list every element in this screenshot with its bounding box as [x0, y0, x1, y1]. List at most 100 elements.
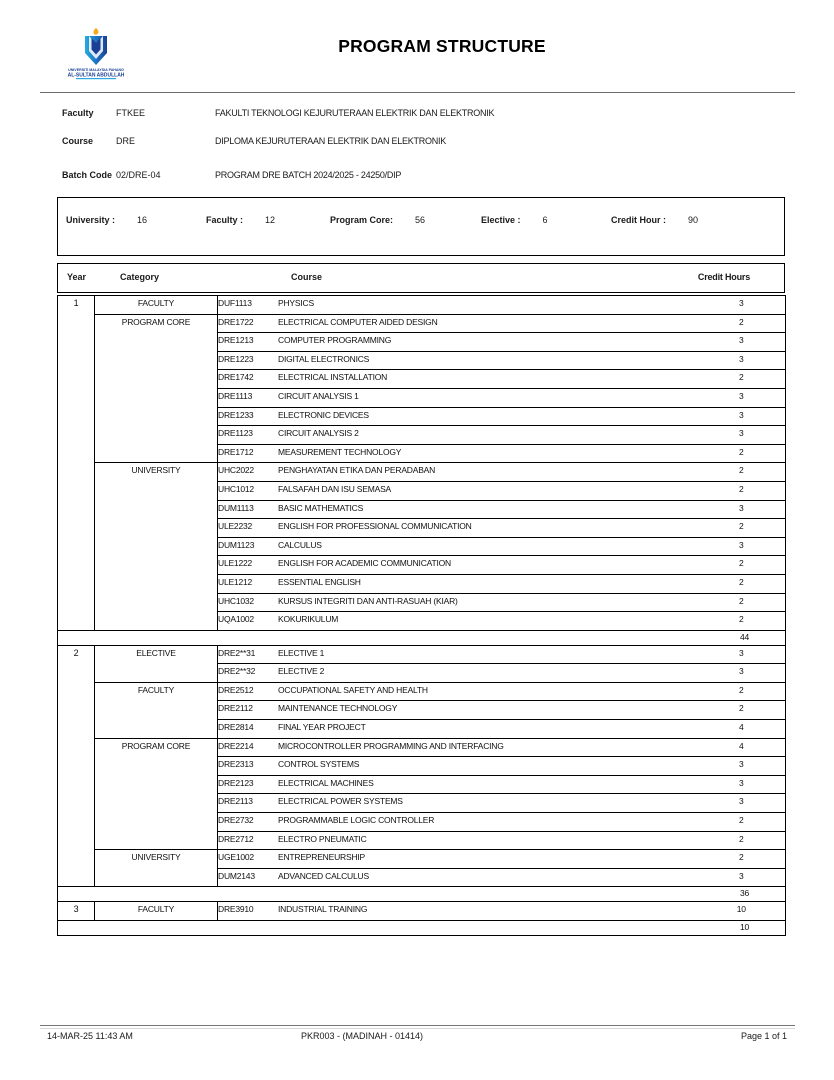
course-cell: DRE2112 MAINTENANCE TECHNOLOGY [217, 700, 698, 721]
course-cell: ULE1222 ENGLISH FOR ACADEMIC COMMUNICATIO… [217, 555, 698, 575]
info-row-batch-code: Batch Code 02/DRE-04 PROGRAM DRE BATCH 2… [0, 170, 834, 184]
credit-hours-cell: 2 [697, 700, 786, 721]
course-cell: DRE1722 ELECTRICAL COMPUTER AIDED DESIGN [217, 313, 698, 334]
year-total-credits: 44 [57, 629, 786, 646]
course-code: ULE2232 [218, 521, 253, 532]
course-cell: DRE1233 ELECTRONIC DEVICES [217, 406, 698, 427]
course-name: ENGLISH FOR ACADEMIC COMMUNICATION [278, 558, 451, 569]
course-name: ENGLISH FOR PROFESSIONAL COMMUNICATION [278, 521, 472, 532]
course-name: MICROCONTROLLER PROGRAMMING AND INTERFAC… [278, 740, 504, 751]
course-cell: DRE1113 CIRCUIT ANALYSIS 1 [217, 387, 698, 408]
course-name: MEASUREMENT TECHNOLOGY [278, 446, 402, 457]
credit-hours-cell: 3 [697, 793, 786, 814]
summary-program-core-value: 56 [415, 215, 426, 225]
credit-hours-cell: 3 [697, 867, 786, 888]
course-cell: UQA1002 KOKURIKULUM [217, 611, 698, 631]
course-row: UNIVERSITY UGE1002 ENTREPRENEURSHIP 2 [58, 849, 786, 888]
course-cell: DRE3910 INDUSTRIAL TRAINING [217, 901, 698, 921]
course-name: FINAL YEAR PROJECT [278, 722, 366, 733]
course-row: DRE2732 PROGRAMMABLE LOGIC CONTROLLER 2 [58, 812, 786, 832]
course-code: DRE2112 [218, 703, 254, 714]
course-name: PENGHAYATAN ETIKA DAN PERADABAN [278, 465, 436, 476]
summary-program-core: Program Core: 56 [330, 215, 425, 225]
header-divider [40, 92, 795, 93]
year-cell: 1 [57, 295, 95, 631]
course-code: DRE1213 [218, 335, 254, 346]
course-code: DRE2512 [218, 684, 254, 695]
credit-hours-cell: 2 [697, 849, 786, 869]
year-total-credits: 10 [57, 920, 786, 936]
summary-credit-hour-label: Credit Hour : [611, 215, 666, 225]
course-code: DRE2**31 [218, 647, 256, 658]
course-row: DRE2313 CONTROL SYSTEMS 3 [58, 756, 786, 776]
program-structure-table: 1 FACULTY DUF1113 PHYSICS 3 PROGRAM CORE DRE17… [57, 295, 786, 936]
course-name: CIRCUIT ANALYSIS 1 [278, 390, 359, 401]
course-code: DRE1113 [218, 390, 253, 401]
credit-hours-cell: 3 [697, 499, 786, 520]
credit-hours-cell: 3 [697, 406, 786, 427]
credit-hours-cell: 2 [697, 555, 786, 575]
credit-hours-cell: 2 [697, 313, 786, 334]
course-name: PROGRAMMABLE LOGIC CONTROLLER [278, 815, 435, 826]
credit-hours-cell: 3 [697, 663, 786, 683]
summary-credit-hour: Credit Hour : 90 [611, 215, 698, 225]
course-code: DRE [116, 136, 136, 146]
course-code: DRE2113 [218, 796, 254, 807]
course-code: DRE3910 [218, 904, 254, 915]
course-cell: UHC1032 KURSUS INTEGRITI DAN ANTI-RASUAH … [217, 592, 698, 613]
batch-code-description: PROGRAM DRE BATCH 2024/2025 - 24250/DIP [215, 170, 402, 180]
course-cell: UHC1012 FALSAFAH DAN ISU SEMASA [217, 480, 698, 501]
batch-code-label: Batch Code [62, 170, 113, 180]
course-code: UHC1012 [218, 483, 255, 494]
info-row-faculty: Faculty FTKEE FAKULTI TEKNOLOGI KEJURUTE… [0, 108, 834, 122]
column-header-year: Year [67, 272, 87, 282]
logo-text-line2: AL-SULTAN ABDULLAH [68, 73, 125, 79]
summary-credit-hour-value: 90 [688, 215, 699, 225]
logo-flame-icon [93, 28, 99, 35]
credit-hours-cell: 3 [697, 332, 786, 352]
course-code: UQA1002 [218, 614, 255, 625]
credit-hours-cell: 2 [697, 518, 786, 538]
category-cell: UNIVERSITY [94, 849, 218, 888]
course-code: DUM1123 [218, 539, 255, 550]
course-row: UNIVERSITY UHC2022 PENGHAYATAN ETIKA DAN P… [58, 462, 786, 631]
credit-hours-cell: 3 [697, 644, 786, 665]
course-cell: DRE2**32 ELECTIVE 2 [217, 663, 698, 683]
course-name: BASIC MATHEMATICS [278, 502, 364, 513]
credit-hours-cell: 2 [697, 573, 786, 594]
course-cell: DUF1113 PHYSICS [217, 295, 698, 315]
course-code: UHC2022 [218, 465, 255, 476]
course-cell: ULE2232 ENGLISH FOR PROFESSIONAL COMMUNIC… [217, 518, 698, 538]
course-name: ELECTRICAL INSTALLATION [278, 372, 388, 383]
course-cell: DRE2313 CONTROL SYSTEMS [217, 756, 698, 776]
category-cell: FACULTY [94, 681, 218, 739]
credit-hours-cell: 3 [697, 536, 786, 557]
course-cell: DRE2**31 ELECTIVE 1 [217, 644, 698, 665]
course-row: DRE1213 COMPUTER PROGRAMMING 3 [58, 332, 786, 352]
course-code: DRE2732 [218, 815, 254, 826]
course-code: DUM1113 [218, 502, 254, 513]
faculty-description: FAKULTI TEKNOLOGI KEJURUTERAAN ELEKTRIK … [215, 108, 495, 118]
course-name: OCCUPATIONAL SAFETY AND HEALTH [278, 684, 428, 695]
year-cell: 2 [57, 644, 95, 888]
course-row: DRE1233 ELECTRONIC DEVICES 3 [58, 406, 786, 427]
logo-text-line1: UNIVERSITI MALAYSIA PAHANG [68, 68, 124, 72]
course-code: DRE2123 [218, 777, 254, 788]
summary-faculty: Faculty : 12 [206, 215, 275, 225]
course-name: ADVANCED CALCULUS [278, 870, 369, 881]
credit-hours-cell: 3 [697, 774, 786, 795]
course-row: DRE1123 CIRCUIT ANALYSIS 2 3 [58, 425, 786, 445]
course-name: KURSUS INTEGRITI DAN ANTI-RASUAH (KIAR) [278, 595, 458, 606]
course-code: UGE1002 [218, 852, 255, 863]
category-cell: UNIVERSITY [94, 462, 218, 631]
course-code: DUM2143 [218, 870, 256, 881]
course-name: ENTREPRENEURSHIP [278, 852, 366, 863]
course-row: 1 FACULTY DUF1113 PHYSICS 3 [57, 295, 786, 631]
credit-hours-cell: 10 [697, 901, 786, 921]
course-cell: DUM1113 BASIC MATHEMATICS [217, 499, 698, 520]
faculty-label: Faculty [62, 108, 94, 118]
footer-page-number: Page 1 of 1 [740, 1031, 787, 1041]
course-row: DRE1712 MEASUREMENT TECHNOLOGY 2 [58, 443, 786, 464]
footer-report-id: PKR003 - (MADINAH - 01414) [300, 1031, 424, 1041]
